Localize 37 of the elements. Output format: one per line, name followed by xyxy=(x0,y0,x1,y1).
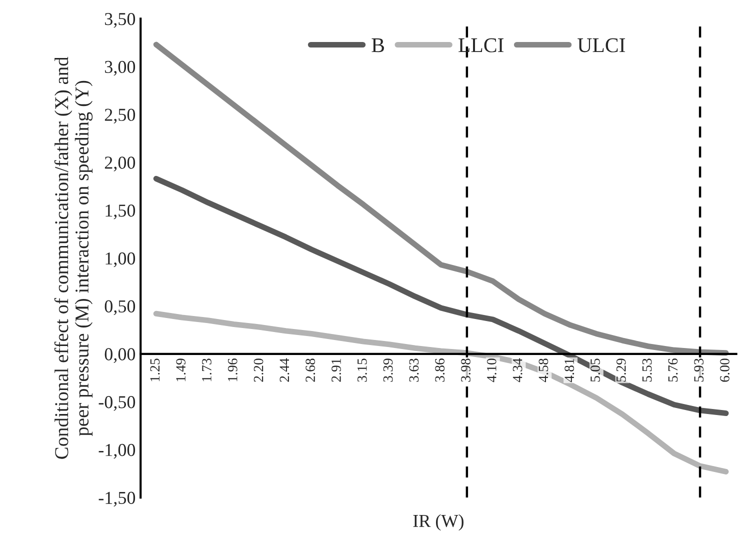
y-tick-label: 3,50 xyxy=(105,12,136,28)
x-tick-label: 5.53 xyxy=(642,358,652,382)
x-tick-label: 5.29 xyxy=(616,358,626,382)
y-tick-label: 3,00 xyxy=(105,60,136,76)
y-tick-label: 0,00 xyxy=(104,348,136,363)
y-tick-label: -0,50 xyxy=(98,396,136,411)
x-tick-label: 2.68 xyxy=(306,358,316,382)
x-tick-label: 3.63 xyxy=(409,358,419,382)
x-tick-label: 1.49 xyxy=(176,358,186,382)
x-tick-label: 1.73 xyxy=(202,358,212,382)
x-tick-label: 5.76 xyxy=(668,358,678,382)
y-tick-label: 2,00 xyxy=(104,156,136,172)
x-tick-label: 6.00 xyxy=(720,358,730,382)
x-tick-label: 4.34 xyxy=(512,358,522,382)
y-tick-label: 0,50 xyxy=(104,300,136,316)
x-tick-label: 4.81 xyxy=(564,358,574,382)
y-tick-label: 1,50 xyxy=(106,204,136,220)
y-tick-label: 1,00 xyxy=(106,252,136,268)
legend-label: LLCI xyxy=(458,38,504,52)
x-tick-label: 4.10 xyxy=(486,358,496,382)
y-tick-label: -1,00 xyxy=(98,444,136,459)
y-tick-label: 2,50 xyxy=(104,108,136,124)
y-axis-title: Conditional effect of communication/father (X) and peer pressure (M) interaction on speeding (Y) xyxy=(54,56,93,459)
x-tick-label: 2.20 xyxy=(254,358,264,382)
x-tick-label: 1.25 xyxy=(150,358,160,382)
x-tick-label: 3.98 xyxy=(461,358,470,382)
x-tick-label: 3.39 xyxy=(383,358,393,382)
legend-label: ULCI xyxy=(578,38,626,52)
x-tick-label: 3.86 xyxy=(435,358,445,382)
x-tick-label: 2.44 xyxy=(280,358,290,382)
x-tick-label: 1.96 xyxy=(228,358,238,382)
x-tick-label: 5.93 xyxy=(694,358,704,382)
legend-label: B xyxy=(372,38,384,52)
x-tick-label: 2.91 xyxy=(332,358,341,382)
y-tick-label: -1,50 xyxy=(98,492,136,507)
x-tick-label: 3.15 xyxy=(357,358,367,382)
x-axis-title: IR (W) xyxy=(413,514,464,531)
